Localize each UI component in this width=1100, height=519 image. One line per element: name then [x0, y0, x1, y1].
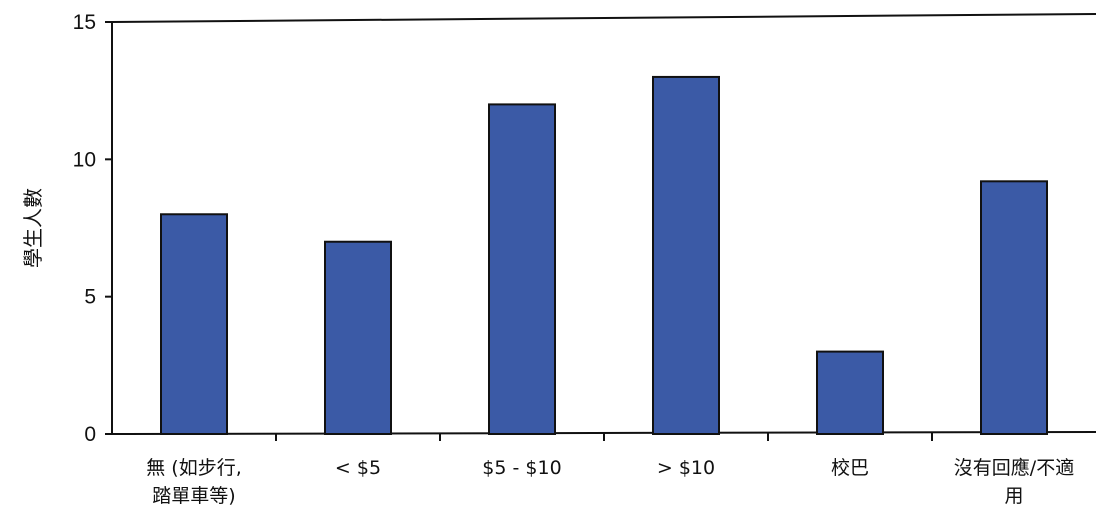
y-tick-label: 10 — [73, 148, 96, 171]
x-category-label: < $5 — [335, 457, 381, 479]
bar — [817, 352, 883, 434]
x-category-label: 沒有回應/不適用 — [954, 456, 1074, 507]
x-category-label: 校巴 — [831, 457, 869, 479]
bars — [161, 77, 1047, 434]
x-axis: 無 (如步行, 踏單車等) < $5 $5 - $10 > $10 校巴 沒有回應/不適用 — [146, 433, 1074, 507]
bar — [325, 242, 391, 434]
x-category-label-line: 校巴 — [831, 457, 869, 479]
x-category-label: 無 (如步行, 踏單車等) — [146, 457, 242, 507]
x-category-label-line: 無 (如步行, — [146, 457, 242, 479]
bar — [981, 181, 1047, 434]
x-category-label-line: < $5 — [335, 457, 381, 479]
x-category-label-line: 沒有回應/不適 — [954, 456, 1074, 479]
x-category-label-line: 用 — [1004, 485, 1023, 507]
x-category-label: $5 - $10 — [482, 457, 561, 479]
x-category-label-line: 踏單車等) — [152, 485, 235, 507]
plot-top-border — [112, 14, 1096, 22]
y-axis-title: 學生人數 — [21, 188, 45, 268]
plot-frame — [112, 14, 1096, 434]
x-category-label-line: $5 - $10 — [482, 457, 561, 479]
x-category-label-line: > $10 — [657, 457, 715, 479]
y-tick-label: 5 — [84, 286, 96, 309]
y-axis: 0 5 10 15 — [73, 11, 112, 446]
bar — [653, 77, 719, 434]
x-category-label: > $10 — [657, 457, 715, 479]
bar — [489, 104, 555, 434]
y-tick-label: 15 — [73, 11, 96, 34]
y-tick-label: 0 — [84, 423, 96, 446]
bar — [161, 214, 227, 434]
